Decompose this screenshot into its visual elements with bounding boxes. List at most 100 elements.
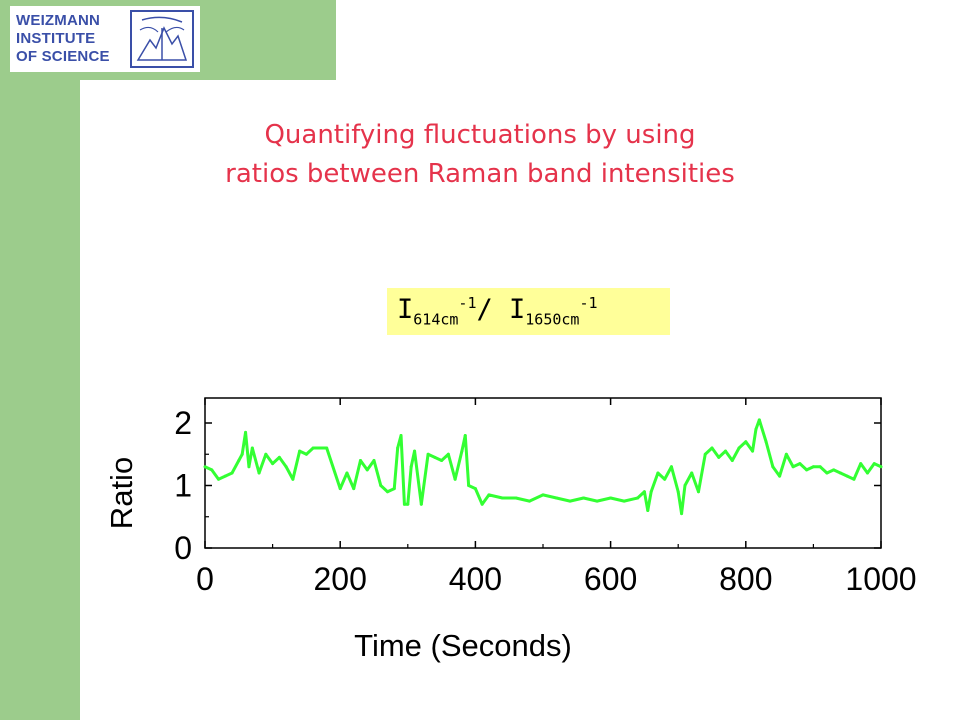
logo-line-1: WEIZMANN — [16, 12, 101, 29]
data-point — [358, 459, 362, 462]
data-point — [240, 452, 244, 456]
data-point — [244, 430, 248, 434]
data-point — [872, 462, 876, 466]
data-point — [595, 499, 599, 503]
title-line-1: Quantifying fluctuations by using — [264, 120, 696, 150]
data-point — [568, 499, 572, 503]
data-point — [791, 465, 795, 469]
data-point — [500, 496, 504, 500]
data-point — [487, 493, 491, 497]
denominator-subscript: 1650cm — [525, 310, 580, 329]
data-point — [622, 499, 626, 503]
data-point — [291, 477, 295, 481]
data-point — [636, 496, 640, 500]
data-point — [402, 502, 406, 506]
ratio-formula: I614cm-1/ I1650cm-1 — [397, 294, 598, 328]
x-tick-label: 400 — [449, 561, 502, 597]
data-point — [683, 484, 687, 487]
y-tick-label: 2 — [174, 405, 192, 441]
data-point — [514, 496, 518, 500]
data-point — [798, 462, 802, 466]
y-tick-label: 1 — [174, 468, 192, 504]
data-point — [379, 484, 383, 487]
data-point — [744, 440, 748, 444]
data-point — [473, 487, 477, 491]
denominator-superscript: -1 — [579, 294, 598, 312]
x-tick-label: 1000 — [845, 561, 916, 597]
data-point — [710, 446, 714, 450]
data-point — [271, 462, 275, 466]
data-point — [784, 452, 788, 456]
data-point — [247, 465, 251, 469]
data-point — [805, 468, 809, 472]
data-point — [609, 496, 613, 500]
ratio-time-chart: 0 200 400 600 800 1000 0 1 2 Time (Seconds) Ratio — [104, 397, 917, 663]
data-point — [642, 490, 646, 494]
data-point — [649, 490, 653, 494]
data-point — [811, 465, 815, 469]
y-axis-label: Ratio — [104, 457, 139, 529]
data-point — [250, 446, 254, 450]
series-line — [204, 418, 882, 516]
title-line-2: ratios between Raman band intensities — [225, 159, 735, 189]
data-point — [838, 471, 842, 475]
data-point — [223, 474, 227, 478]
data-point — [433, 455, 437, 459]
data-point — [771, 465, 775, 469]
data-point — [392, 487, 396, 491]
data-point — [399, 434, 403, 437]
data-point — [737, 446, 741, 450]
data-point — [480, 502, 484, 506]
data-point — [426, 452, 430, 456]
data-point — [386, 490, 390, 494]
numerator-superscript: -1 — [458, 294, 477, 312]
numerator-subscript: 614cm — [413, 310, 459, 329]
data-point — [865, 471, 869, 475]
data-point — [680, 512, 684, 516]
data-point — [764, 440, 768, 444]
x-tick-label: 200 — [314, 561, 367, 597]
data-point — [825, 471, 829, 475]
data-point — [852, 477, 856, 481]
denominator-symbol: I — [509, 294, 526, 325]
data-point — [778, 474, 782, 478]
data-point — [237, 459, 241, 462]
data-point — [203, 465, 207, 469]
logo-line-3: OF SCIENCE — [16, 48, 110, 65]
data-point — [257, 471, 261, 475]
numerator-symbol: I — [397, 294, 414, 325]
data-point — [757, 418, 761, 422]
data-point — [818, 465, 822, 469]
slide-title: Quantifying fluctuations by using ratios… — [140, 116, 820, 194]
data-point — [467, 484, 471, 487]
y-tick-label: 0 — [174, 530, 192, 566]
data-point — [541, 493, 545, 497]
data-point — [751, 449, 755, 453]
weizmann-emblem-icon — [130, 10, 194, 68]
ratio-label-box: I614cm-1/ I1650cm-1 — [387, 288, 670, 335]
data-point — [277, 455, 281, 459]
sidebar-band — [0, 0, 80, 720]
data-point — [859, 462, 863, 466]
data-point — [717, 455, 721, 459]
data-point — [409, 465, 413, 469]
ratio-separator: / — [476, 294, 509, 325]
logo-line-2: INSTITUTE — [16, 30, 96, 47]
data-point — [325, 446, 329, 450]
institute-logo: WEIZMANN INSTITUTE OF SCIENCE — [10, 6, 200, 72]
data-point — [217, 477, 221, 481]
x-tick-label: 800 — [719, 561, 772, 597]
data-point — [690, 471, 694, 475]
data-point — [413, 449, 417, 453]
data-point — [210, 468, 214, 472]
data-point — [730, 459, 734, 462]
data-point — [656, 471, 660, 475]
data-point — [879, 465, 883, 469]
data-point — [298, 449, 302, 453]
data-point — [676, 490, 680, 494]
data-point — [754, 427, 758, 431]
data-point — [845, 474, 849, 478]
data-point — [446, 452, 450, 456]
data-point — [338, 487, 342, 491]
data-point — [646, 509, 650, 512]
